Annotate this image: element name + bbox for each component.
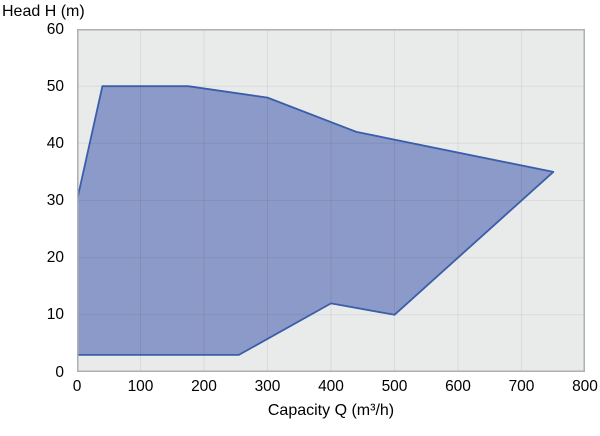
y-axis-title: Head H (m) <box>2 3 85 20</box>
y-tick-label: 0 <box>55 363 64 381</box>
x-tick-label: 100 <box>127 378 154 395</box>
x-tick-label: 800 <box>572 378 598 395</box>
x-tick-label: 700 <box>508 378 535 395</box>
y-tick-label: 20 <box>46 249 64 267</box>
x-tick-label: 500 <box>381 378 408 395</box>
y-tick-label: 10 <box>46 306 64 324</box>
envelope-area-fill <box>77 86 554 355</box>
y-tick-label: 40 <box>46 134 64 152</box>
envelope-outline <box>77 85 555 356</box>
plot-area <box>77 29 585 372</box>
x-tick-label: 600 <box>445 378 471 395</box>
y-tick-label: 30 <box>46 192 64 209</box>
y-tick-label: 50 <box>46 77 64 95</box>
x-tick-label: 300 <box>254 378 281 395</box>
x-tick-label: 200 <box>191 378 217 395</box>
x-axis-title: Capacity Q (m³/h) <box>267 402 395 419</box>
plot-border <box>77 29 585 372</box>
x-tick-label: 0 <box>72 378 82 395</box>
y-tick-label: 60 <box>46 20 64 38</box>
x-tick-label: 400 <box>318 378 344 395</box>
